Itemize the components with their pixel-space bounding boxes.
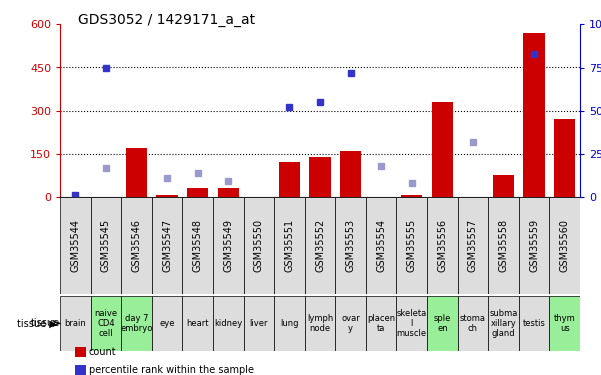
Text: tissue ▶: tissue ▶ bbox=[17, 318, 57, 328]
Bar bbox=[523, 33, 545, 197]
Bar bbox=[60, 197, 91, 294]
Bar bbox=[519, 296, 549, 351]
Bar bbox=[152, 197, 183, 294]
Text: GSM35547: GSM35547 bbox=[162, 219, 172, 272]
Bar bbox=[397, 296, 427, 351]
Bar bbox=[457, 296, 488, 351]
Text: day 7
embryо: day 7 embryо bbox=[120, 314, 153, 333]
Text: GSM35552: GSM35552 bbox=[315, 219, 325, 272]
Bar bbox=[183, 197, 213, 294]
Text: liver: liver bbox=[249, 319, 268, 328]
Bar bbox=[183, 296, 213, 351]
Bar bbox=[335, 296, 366, 351]
Bar bbox=[152, 296, 183, 351]
Text: GSM35548: GSM35548 bbox=[193, 219, 203, 272]
Bar bbox=[549, 296, 580, 351]
Text: placen
ta: placen ta bbox=[367, 314, 395, 333]
Text: GSM35550: GSM35550 bbox=[254, 219, 264, 272]
Bar bbox=[397, 197, 427, 294]
Text: GSM35549: GSM35549 bbox=[224, 219, 233, 272]
Bar bbox=[366, 296, 397, 351]
Text: tissue: tissue bbox=[31, 318, 59, 328]
Text: heart: heart bbox=[186, 319, 209, 328]
Bar bbox=[305, 296, 335, 351]
Text: subma
xillary
gland: subma xillary gland bbox=[489, 309, 517, 338]
Text: GSM35558: GSM35558 bbox=[498, 219, 508, 272]
Text: thym
us: thym us bbox=[554, 314, 576, 333]
Bar bbox=[156, 195, 178, 197]
Bar bbox=[427, 197, 457, 294]
Bar bbox=[121, 197, 152, 294]
Text: GSM35545: GSM35545 bbox=[101, 219, 111, 272]
Bar bbox=[310, 157, 331, 197]
Text: brain: brain bbox=[64, 319, 87, 328]
Bar bbox=[121, 296, 152, 351]
Bar bbox=[91, 197, 121, 294]
Text: sple
en: sple en bbox=[434, 314, 451, 333]
Text: lymph
node: lymph node bbox=[307, 314, 333, 333]
Text: GDS3052 / 1429171_a_at: GDS3052 / 1429171_a_at bbox=[78, 13, 255, 27]
Text: GSM35557: GSM35557 bbox=[468, 219, 478, 272]
Bar bbox=[427, 296, 457, 351]
Bar bbox=[91, 296, 121, 351]
Bar bbox=[366, 197, 397, 294]
Bar bbox=[243, 197, 274, 294]
Bar bbox=[213, 296, 243, 351]
Text: GSM35546: GSM35546 bbox=[132, 219, 142, 272]
Bar bbox=[60, 296, 91, 351]
Bar bbox=[187, 188, 209, 197]
Text: count: count bbox=[89, 347, 117, 357]
Text: GSM35553: GSM35553 bbox=[346, 219, 356, 272]
Bar bbox=[488, 296, 519, 351]
Bar bbox=[335, 197, 366, 294]
Bar bbox=[213, 197, 243, 294]
Text: eye: eye bbox=[159, 319, 175, 328]
Text: testis: testis bbox=[523, 319, 546, 328]
Bar bbox=[126, 148, 147, 197]
Text: GSM35554: GSM35554 bbox=[376, 219, 386, 272]
Text: GSM35551: GSM35551 bbox=[284, 219, 294, 272]
Bar bbox=[274, 197, 305, 294]
Text: GSM35559: GSM35559 bbox=[529, 219, 539, 272]
Bar bbox=[493, 176, 514, 197]
Text: percentile rank within the sample: percentile rank within the sample bbox=[89, 365, 254, 375]
Text: stoma
ch: stoma ch bbox=[460, 314, 486, 333]
Bar bbox=[401, 195, 423, 197]
Bar bbox=[488, 197, 519, 294]
Bar bbox=[279, 162, 300, 197]
Text: GSM35544: GSM35544 bbox=[70, 219, 81, 272]
Bar bbox=[554, 119, 575, 197]
Bar bbox=[457, 197, 488, 294]
Bar bbox=[305, 197, 335, 294]
Text: skeleta
l
muscle: skeleta l muscle bbox=[397, 309, 427, 338]
Bar bbox=[432, 102, 453, 197]
Text: GSM35556: GSM35556 bbox=[438, 219, 447, 272]
Text: naive
CD4
cell: naive CD4 cell bbox=[94, 309, 118, 338]
Text: lung: lung bbox=[280, 319, 299, 328]
Bar bbox=[549, 197, 580, 294]
Bar bbox=[519, 197, 549, 294]
Bar bbox=[243, 296, 274, 351]
Text: kidney: kidney bbox=[214, 319, 242, 328]
Bar bbox=[274, 296, 305, 351]
Text: ovar
y: ovar y bbox=[341, 314, 360, 333]
Bar bbox=[340, 151, 361, 197]
Text: GSM35560: GSM35560 bbox=[560, 219, 570, 272]
Bar bbox=[218, 188, 239, 197]
Text: GSM35555: GSM35555 bbox=[407, 219, 416, 272]
